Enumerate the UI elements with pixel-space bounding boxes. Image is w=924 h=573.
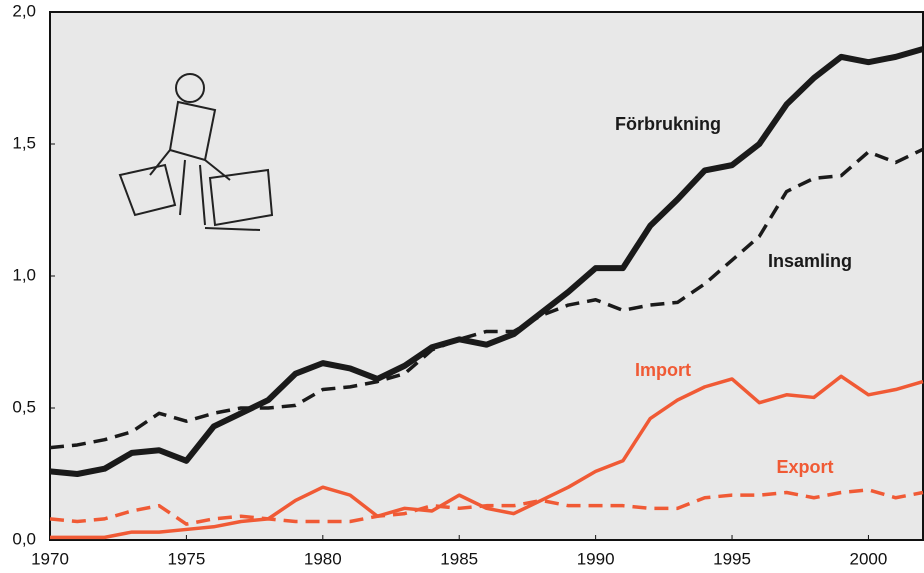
x-tick-label: 2000 [850,549,888,568]
x-tick-label: 1990 [577,549,615,568]
y-tick-label: 1,0 [12,265,36,284]
series-line [49,147,924,450]
series-label: Import [635,360,691,380]
y-tick-label: 1,5 [12,133,36,152]
series-label: Export [776,457,833,477]
clipart-figure [118,73,274,231]
series-line [49,46,924,477]
x-tick-label: 1975 [167,549,205,568]
y-tick-label: 0,5 [12,397,36,416]
y-tick-label: 0,0 [12,529,36,548]
x-tick-label: 1985 [440,549,478,568]
series-label: Förbrukning [615,114,721,134]
series-line [50,374,924,540]
series-line [49,488,924,526]
series-label: Insamling [768,251,852,271]
y-tick-label: 2,0 [12,1,36,20]
x-tick-label: 1980 [304,549,342,568]
x-tick-label: 1970 [31,549,69,568]
x-tick-label: 1995 [713,549,751,568]
